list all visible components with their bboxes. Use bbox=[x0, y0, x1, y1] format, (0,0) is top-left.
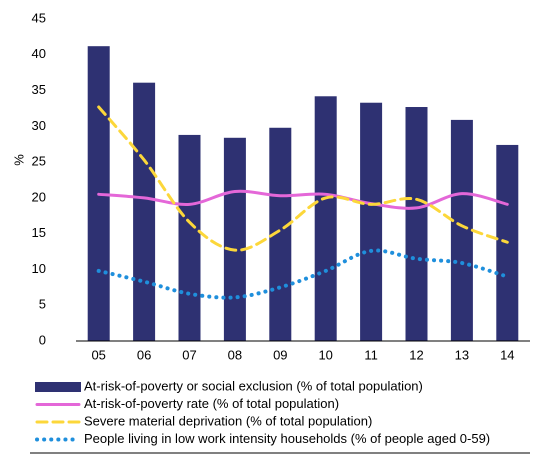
bar bbox=[223, 137, 246, 341]
bar bbox=[405, 107, 428, 341]
bar bbox=[450, 119, 473, 341]
x-tick-label: 10 bbox=[318, 347, 332, 362]
x-tick-label: 06 bbox=[137, 347, 151, 362]
bar bbox=[360, 102, 383, 341]
legend-label: People living in low work intensity hous… bbox=[84, 431, 490, 446]
x-tick-label: 07 bbox=[182, 347, 196, 362]
legend-label: At-risk-of-poverty rate (% of total popu… bbox=[84, 396, 339, 411]
y-tick-label: 25 bbox=[32, 154, 46, 169]
legend-label: Severe material deprivation (% of total … bbox=[84, 413, 372, 428]
bar bbox=[178, 134, 201, 341]
x-tick-label: 09 bbox=[273, 347, 287, 362]
x-tick-label: 05 bbox=[91, 347, 105, 362]
y-tick-label: 10 bbox=[32, 261, 46, 276]
y-tick-label: 15 bbox=[32, 225, 46, 240]
y-tick-label: 45 bbox=[32, 10, 46, 25]
y-tick-label: 30 bbox=[32, 118, 46, 133]
x-tick-label: 08 bbox=[228, 347, 242, 362]
y-tick-label: 5 bbox=[39, 297, 46, 312]
line-series bbox=[96, 248, 510, 300]
y-tick-label: 35 bbox=[32, 82, 46, 97]
x-tick-label: 13 bbox=[455, 347, 469, 362]
line-series bbox=[97, 105, 509, 252]
bar bbox=[269, 127, 292, 342]
bar bbox=[133, 82, 156, 341]
x-tick-label: 12 bbox=[409, 347, 423, 362]
line-series bbox=[97, 189, 509, 210]
y-tick-label: 0 bbox=[39, 332, 46, 347]
x-tick-label: 14 bbox=[500, 347, 514, 362]
x-tick-label: 11 bbox=[364, 347, 378, 362]
y-tick-label: 40 bbox=[32, 46, 46, 61]
legend-swatch bbox=[35, 382, 81, 392]
legend-label: At-risk-of-poverty or social exclusion (… bbox=[84, 378, 423, 393]
y-tick-label: 20 bbox=[32, 189, 46, 204]
bar bbox=[314, 96, 337, 341]
y-axis-label: % bbox=[11, 154, 26, 166]
